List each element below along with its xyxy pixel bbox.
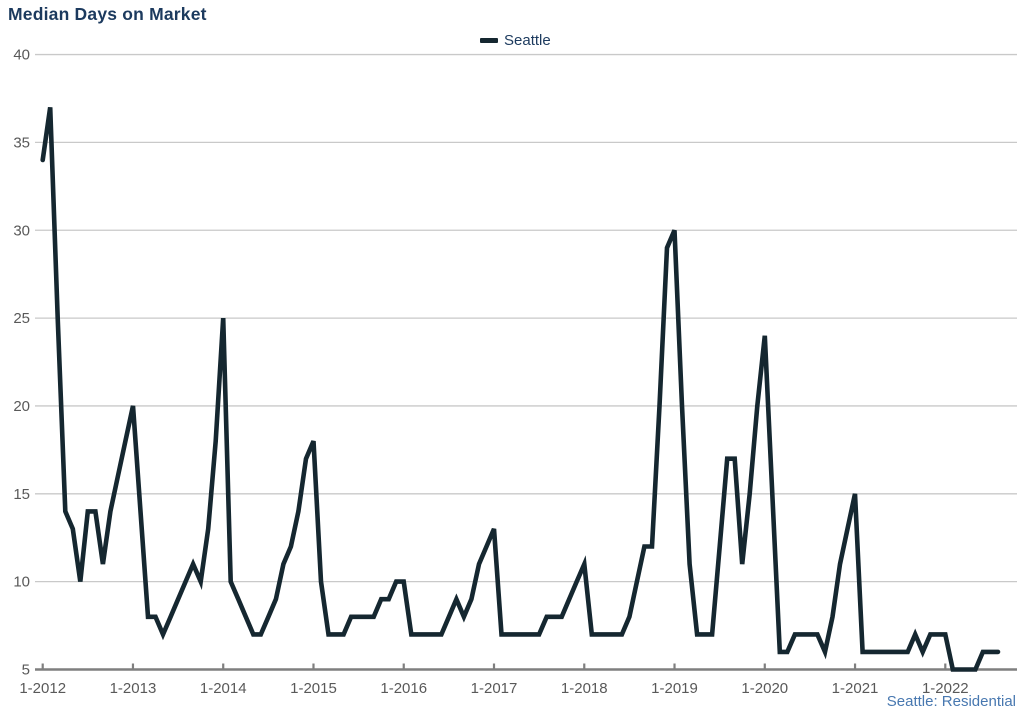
y-tick-label-25: 25 <box>13 310 30 327</box>
x-tick-label-1-2019: 1-2019 <box>651 680 698 697</box>
y-tick-label-15: 15 <box>13 486 30 503</box>
x-tick-label-1-2012: 1-2012 <box>19 680 66 697</box>
y-tick-label-30: 30 <box>13 222 30 239</box>
y-tick-label-5: 5 <box>22 662 30 679</box>
series-line-seattle <box>40 106 1001 672</box>
y-tick-label-35: 35 <box>13 134 30 151</box>
y-tick-label-10: 10 <box>13 574 30 591</box>
footer-note: Seattle: Residential <box>886 693 1016 710</box>
x-tick-label-1-2016: 1-2016 <box>380 680 427 697</box>
y-tick-label-20: 20 <box>13 398 30 415</box>
legend-label-seattle: Seattle <box>504 32 551 49</box>
seattle-series-swatch-icon <box>480 38 498 43</box>
y-tick-label-40: 40 <box>13 47 30 64</box>
x-tick-label-1-2013: 1-2013 <box>110 680 157 697</box>
legend: Seattle <box>480 32 551 49</box>
x-tick-label-1-2022: 1-2022 <box>922 680 969 697</box>
x-tick-label-1-2020: 1-2020 <box>741 680 788 697</box>
x-tick-label-1-2015: 1-2015 <box>290 680 337 697</box>
x-tick-label-1-2017: 1-2017 <box>471 680 518 697</box>
chart-title: Median Days on Market <box>8 4 207 24</box>
x-tick-label-1-2021: 1-2021 <box>832 680 879 697</box>
x-tick-label-1-2014: 1-2014 <box>200 680 247 697</box>
x-tick-label-1-2018: 1-2018 <box>561 680 608 697</box>
